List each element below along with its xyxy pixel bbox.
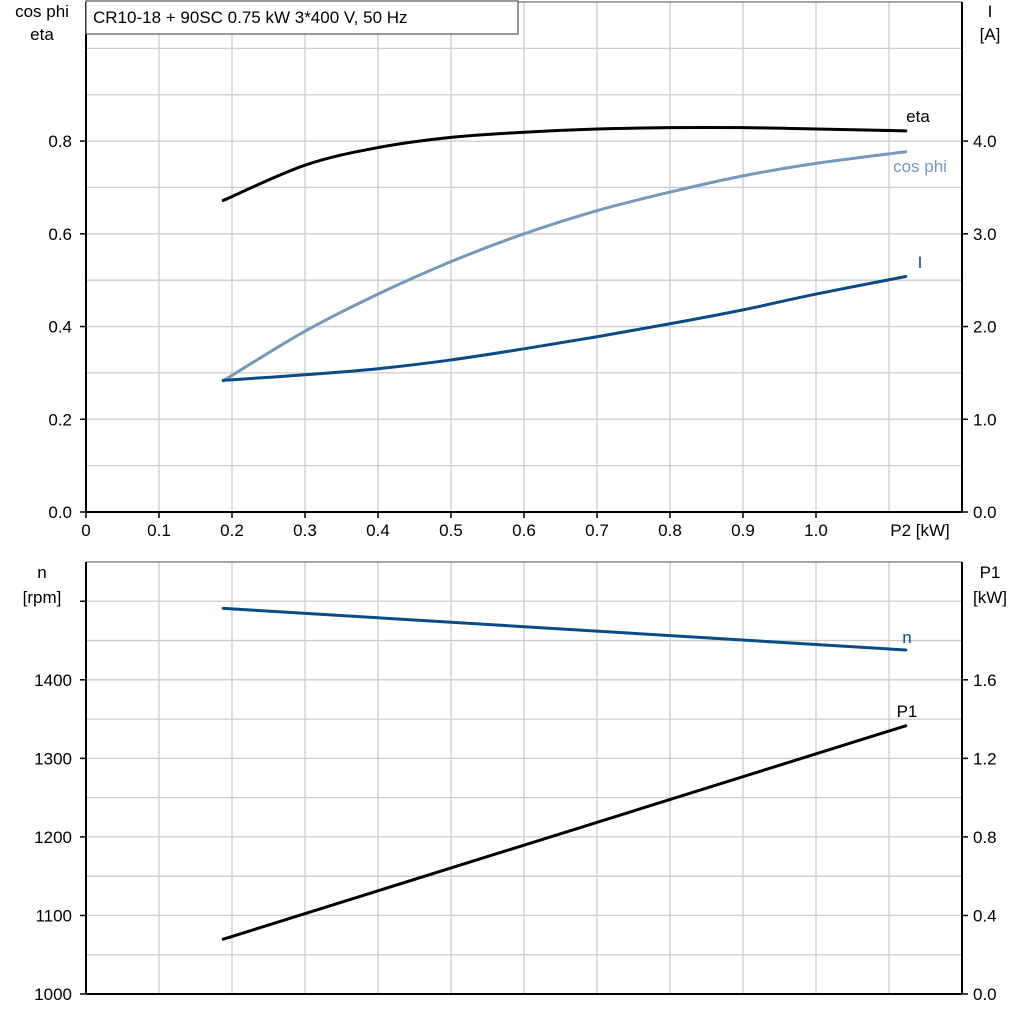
left-axis-label: cos phi	[15, 2, 69, 21]
right-tick-label: 0.4	[973, 906, 997, 925]
right-axis-label: [A]	[980, 25, 1001, 44]
series-line-n	[221, 606, 908, 652]
left-tick-label: 1000	[34, 985, 72, 1004]
right-tick-label: 2.0	[973, 318, 997, 337]
right-tick-label: 3.0	[973, 225, 997, 244]
left-tick-label: 1300	[34, 749, 72, 768]
right-tick-label: 1.2	[973, 749, 997, 768]
right-axis-label: P1	[980, 563, 1001, 582]
right-axis-label: I	[988, 2, 993, 21]
x-axis-label: P2 [kW]	[890, 521, 950, 540]
x-tick-label: 0	[81, 521, 90, 540]
right-tick-label: 1.6	[973, 671, 997, 690]
x-tick-label: 0.8	[658, 521, 682, 540]
left-tick-label: 1400	[34, 671, 72, 690]
series-line-eta	[221, 125, 908, 202]
left-axis-label: eta	[30, 25, 54, 44]
series-line-i	[221, 274, 908, 382]
series-line-cos-phi	[221, 150, 908, 383]
right-axis-label: [kW]	[973, 588, 1007, 607]
x-tick-label: 0.6	[512, 521, 536, 540]
series-label-i: I	[918, 253, 923, 272]
right-tick-label: 0.8	[973, 828, 997, 847]
title-box	[85, 0, 519, 35]
left-axis-label: n	[37, 563, 46, 582]
left-tick-label: 0.6	[48, 225, 72, 244]
x-tick-label: 0.4	[366, 521, 390, 540]
right-tick-label: 0.0	[973, 503, 997, 522]
series-label-cos-phi: cos phi	[893, 157, 947, 176]
left-tick-label: 1200	[34, 828, 72, 847]
right-tick-label: 1.0	[973, 410, 997, 429]
x-tick-label: 0.2	[220, 521, 244, 540]
x-tick-label: 0.1	[147, 521, 171, 540]
x-tick-label: 0.9	[731, 521, 755, 540]
left-tick-label: 0.4	[48, 318, 72, 337]
series-label-p1: P1	[897, 702, 918, 721]
right-tick-label: 0.0	[973, 985, 997, 1004]
right-tick-label: 4.0	[973, 132, 997, 151]
series-line-p1	[221, 724, 908, 941]
x-tick-label: 0.5	[439, 521, 463, 540]
series-label-eta: eta	[906, 107, 930, 126]
chart-title: CR10-18 + 90SC 0.75 kW 3*400 V, 50 Hz	[93, 8, 408, 27]
left-axis-label: [rpm]	[23, 588, 62, 607]
x-tick-label: 1.0	[804, 521, 828, 540]
x-tick-label: 0.3	[293, 521, 317, 540]
left-tick-label: 0.2	[48, 410, 72, 429]
series-label-n: n	[902, 628, 911, 647]
left-tick-label: 1100	[35, 906, 72, 925]
left-tick-label: 0.0	[48, 503, 72, 522]
x-tick-label: 0.7	[585, 521, 609, 540]
left-tick-label: 0.8	[48, 132, 72, 151]
